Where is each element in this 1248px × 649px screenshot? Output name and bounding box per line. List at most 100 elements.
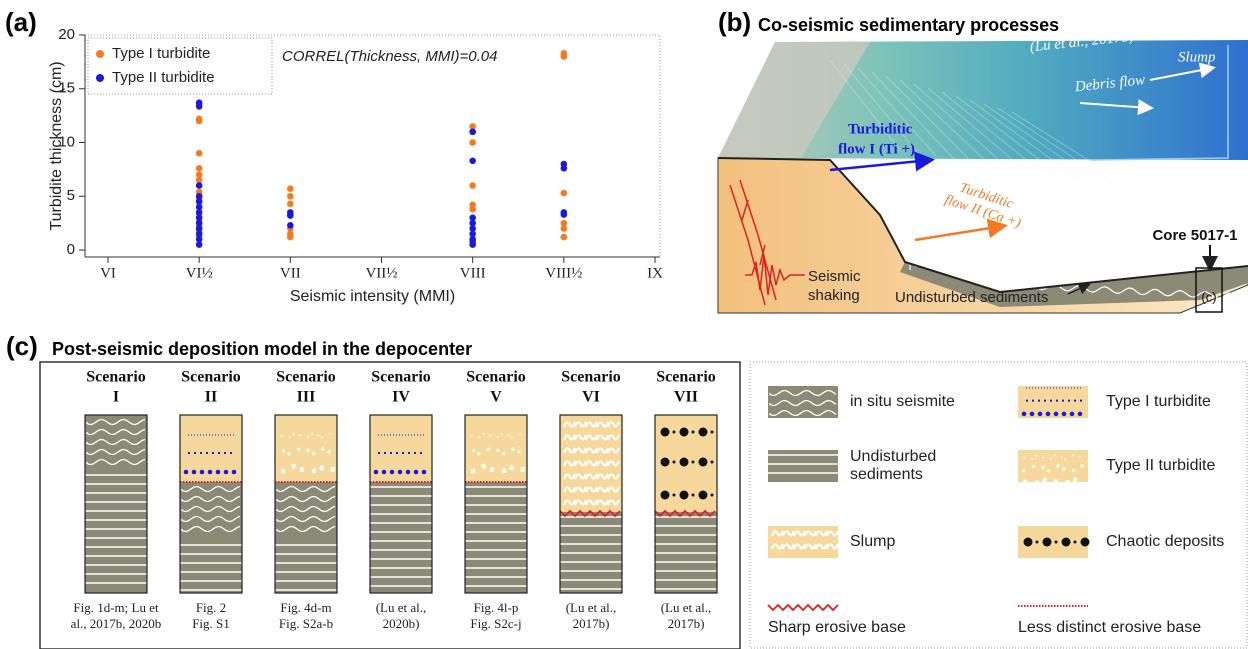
grain <box>1054 479 1058 484</box>
clast <box>680 491 689 500</box>
coarse-dot <box>200 470 205 475</box>
point <box>287 234 294 241</box>
scenario-caption: Fig. S2a-b <box>279 616 333 631</box>
scenario-caption: 2017b) <box>573 616 610 631</box>
grain <box>1047 469 1050 472</box>
legend-label: Chaotic deposits <box>1106 533 1224 550</box>
y-axis-label: Turbidite thickness (cm) <box>48 61 65 230</box>
point <box>561 190 568 197</box>
scenario-caption: Fig. 2 <box>196 600 226 615</box>
clast <box>661 428 670 437</box>
grain <box>312 468 317 473</box>
point <box>287 200 294 207</box>
panel-title: Post-seismic deposition model in the dep… <box>52 339 472 359</box>
point <box>561 211 568 218</box>
scenario-title: Scenario <box>181 369 241 386</box>
scenario-caption: Fig. S1 <box>192 616 230 631</box>
point <box>561 234 568 241</box>
scenario-caption: Fig. 1d-m; Lu et <box>73 600 159 615</box>
scenario-caption: (Lu et al., <box>376 600 427 615</box>
coarse-dot <box>232 470 237 475</box>
scenario-title: Scenario <box>561 369 621 386</box>
scenario-numeral: VI <box>582 389 600 406</box>
panel-label: (b) <box>718 7 751 37</box>
clast-small <box>692 494 695 497</box>
point <box>196 165 203 172</box>
annotation: CORREL(Thickness, MMI)=0.04 <box>282 48 497 65</box>
swatch <box>1018 386 1088 418</box>
swatch <box>768 526 838 558</box>
legend-label: Type I turbidite <box>1106 393 1211 410</box>
grain <box>1032 465 1035 468</box>
coarse-dot <box>390 470 395 475</box>
clast-small <box>1036 541 1039 544</box>
scenario-caption: 2017b) <box>668 616 705 631</box>
legend-label: Sharp erosive base <box>768 619 906 636</box>
y-tick-label: 0 <box>67 241 75 258</box>
point <box>469 139 476 146</box>
process-label: Seismic <box>808 268 861 285</box>
erosive-base-sharp <box>768 605 838 610</box>
legend-label: Type I turbidite <box>112 45 210 62</box>
clast <box>699 428 708 437</box>
scenario-caption: al., 2017b, 2020b <box>71 616 162 631</box>
clast-small <box>692 431 695 434</box>
point <box>561 225 568 232</box>
legend-marker <box>96 74 104 82</box>
legend-label: sediments <box>850 466 923 483</box>
coarse-dot <box>382 470 387 475</box>
point <box>287 193 294 200</box>
grain <box>489 435 491 437</box>
x-axis-label: Seismic intensity (MMI) <box>290 288 455 305</box>
clast <box>1024 538 1033 547</box>
grain <box>1072 455 1074 457</box>
legend-label: in situ seismite <box>850 393 955 410</box>
coarse-dot <box>184 470 189 475</box>
grain <box>471 435 473 437</box>
scenario-caption: (Lu et al., <box>566 600 617 615</box>
clast <box>699 491 708 500</box>
x-tick-label: VIII <box>460 265 486 281</box>
point <box>196 118 203 125</box>
grain <box>1024 457 1026 459</box>
y-tick-label: 5 <box>67 187 75 204</box>
clast-small <box>711 431 714 434</box>
figure: (a)05101520VIVI½VIIVII½VIIIVIII½IXSeismi… <box>0 0 1248 649</box>
legend-label: Slump <box>850 533 895 550</box>
scenario-numeral: III <box>297 389 316 406</box>
coarse-dot <box>406 470 411 475</box>
x-tick-label: VI½ <box>186 265 213 281</box>
coarse-dot <box>1046 412 1051 417</box>
clast-small <box>692 461 695 464</box>
coarse-dot <box>1030 412 1035 417</box>
process-label: shaking <box>808 287 860 304</box>
point <box>196 150 203 157</box>
grain <box>519 433 521 435</box>
point <box>287 222 294 229</box>
flow2-arrow <box>915 226 1003 240</box>
coarse-dot <box>1022 412 1027 417</box>
legend-label: Type II turbidite <box>1106 457 1215 474</box>
scenario-caption: Fig. 4l-p <box>474 600 519 615</box>
clast <box>1062 538 1071 547</box>
scenario-title: Scenario <box>656 369 716 386</box>
grain <box>487 448 490 451</box>
point <box>196 241 203 248</box>
coarse-dot <box>208 470 213 475</box>
scenario-caption: 2020b) <box>383 616 420 631</box>
point <box>469 128 476 135</box>
scenario-numeral: V <box>490 389 502 406</box>
grain <box>331 467 335 472</box>
point <box>196 103 203 110</box>
scenario-title: Scenario <box>466 369 526 386</box>
grain <box>1042 457 1044 459</box>
process-label: Slump <box>1178 49 1216 65</box>
scenario-title: Scenario <box>86 369 146 386</box>
swatch <box>1018 450 1088 482</box>
scenario-caption: (Lu et al., <box>661 600 712 615</box>
panel-label: (c) <box>6 331 38 361</box>
scenario-caption: Fig. S2c-j <box>470 616 521 631</box>
clast <box>661 458 670 467</box>
legend-label: Type II turbidite <box>112 69 215 86</box>
core-label: Core 5017-1 <box>1152 227 1237 244</box>
